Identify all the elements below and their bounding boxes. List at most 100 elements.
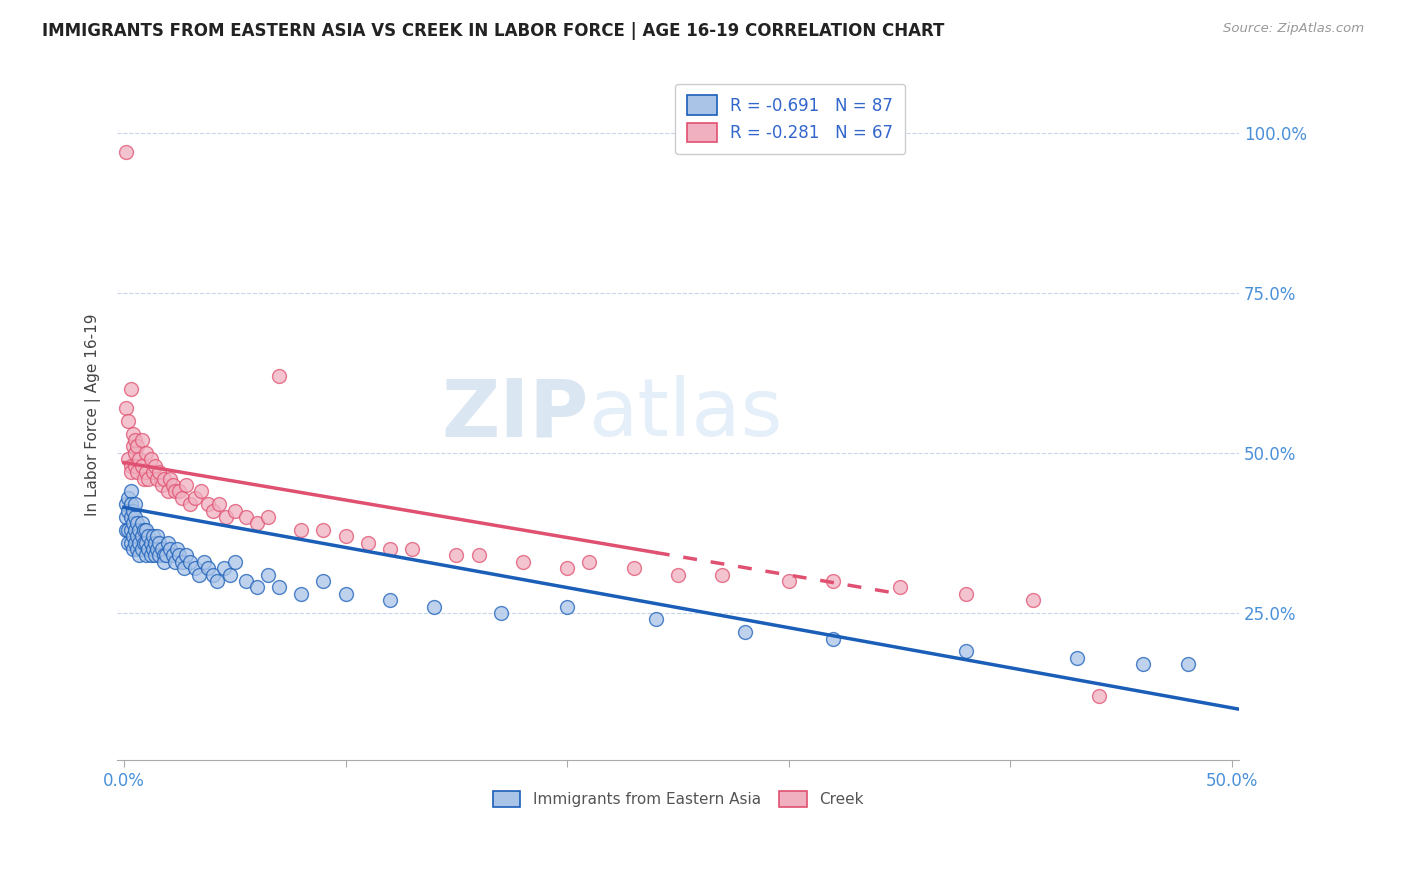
Point (127, 541, 149, 556)
Point (290, 587, 312, 601)
Point (823, 632, 845, 646)
Point (1088, 690, 1111, 704)
Point (955, 644, 977, 658)
Point (117, 414, 139, 428)
Point (170, 555, 193, 569)
Point (246, 516, 269, 531)
Point (121, 529, 143, 543)
Point (148, 549, 170, 563)
Point (312, 574, 335, 588)
Point (190, 484, 212, 499)
Point (205, 574, 228, 588)
Point (128, 535, 150, 549)
Point (153, 471, 176, 485)
Point (197, 497, 219, 511)
Point (142, 529, 165, 543)
Point (174, 549, 197, 563)
Point (267, 369, 290, 384)
Point (135, 446, 157, 460)
Point (162, 478, 184, 492)
Point (666, 567, 689, 582)
Point (184, 491, 207, 505)
Point (188, 567, 211, 582)
Point (127, 465, 149, 479)
Point (512, 555, 534, 569)
Point (644, 612, 666, 626)
Point (139, 549, 162, 563)
Point (124, 446, 146, 460)
Point (215, 510, 238, 524)
Point (124, 458, 146, 473)
Point (155, 549, 177, 563)
Point (127, 516, 149, 531)
Point (179, 555, 201, 569)
Point (246, 581, 269, 595)
Point (131, 458, 153, 473)
Text: atlas: atlas (588, 376, 783, 453)
Point (423, 599, 446, 614)
Point (131, 529, 153, 543)
Point (267, 581, 290, 595)
Point (136, 471, 159, 485)
Point (120, 510, 142, 524)
Point (169, 484, 191, 499)
Point (124, 535, 146, 549)
Point (162, 549, 184, 563)
Point (128, 452, 150, 467)
Point (139, 452, 162, 467)
Point (136, 541, 159, 556)
Point (224, 555, 246, 569)
Point (578, 555, 600, 569)
Point (166, 541, 188, 556)
Point (212, 561, 235, 575)
Point (1021, 593, 1043, 607)
Point (139, 535, 162, 549)
Point (159, 471, 181, 485)
Point (153, 549, 176, 563)
Point (157, 484, 180, 499)
Point (197, 561, 219, 575)
Point (131, 516, 153, 531)
Text: IMMIGRANTS FROM EASTERN ASIA VS CREEK IN LABOR FORCE | AGE 16-19 CORRELATION CHA: IMMIGRANTS FROM EASTERN ASIA VS CREEK IN… (42, 22, 945, 40)
Text: Source: ZipAtlas.com: Source: ZipAtlas.com (1223, 22, 1364, 36)
Point (823, 574, 845, 588)
Point (124, 510, 146, 524)
Point (146, 471, 169, 485)
Point (117, 523, 139, 537)
Point (148, 465, 170, 479)
Point (159, 541, 181, 556)
Point (889, 581, 911, 595)
Point (146, 541, 169, 556)
Point (179, 497, 201, 511)
Point (143, 535, 166, 549)
Point (121, 503, 143, 517)
Point (121, 541, 143, 556)
Point (136, 529, 159, 543)
Point (489, 606, 512, 620)
Point (143, 458, 166, 473)
Point (734, 625, 756, 640)
Point (378, 541, 401, 556)
Point (120, 465, 142, 479)
Point (184, 561, 207, 575)
Point (163, 484, 186, 499)
Text: ZIP: ZIP (441, 376, 588, 453)
Point (115, 145, 138, 159)
Point (120, 458, 142, 473)
Point (128, 549, 150, 563)
Point (235, 510, 257, 524)
Point (1066, 651, 1088, 665)
Point (121, 440, 143, 454)
Point (257, 510, 280, 524)
Point (124, 523, 146, 537)
Point (173, 561, 195, 575)
Point (120, 484, 142, 499)
Point (193, 555, 215, 569)
Point (132, 535, 155, 549)
Y-axis label: In Labor Force | Age 16-19: In Labor Force | Age 16-19 (86, 313, 101, 516)
Point (128, 523, 150, 537)
Point (131, 541, 153, 556)
Point (157, 535, 180, 549)
Point (378, 593, 401, 607)
Point (124, 497, 146, 511)
